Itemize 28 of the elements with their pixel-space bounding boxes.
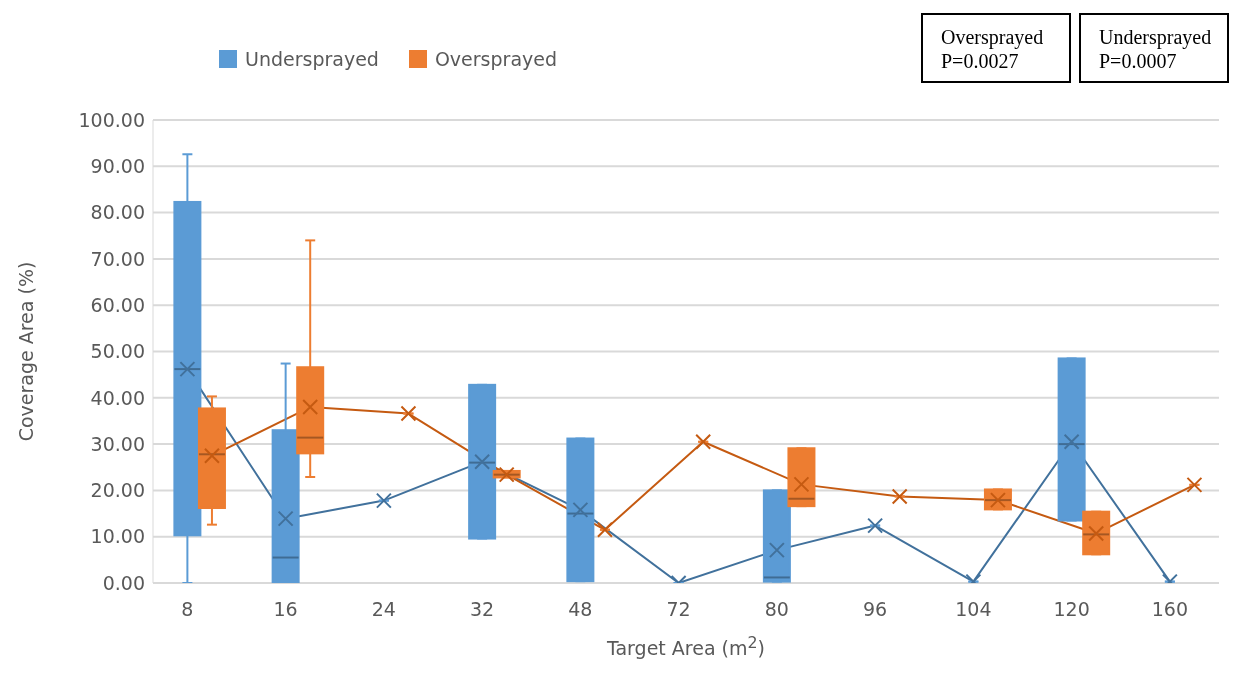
y-tick-label: 50.00 — [90, 340, 145, 363]
y-tick-label: 0.00 — [102, 571, 145, 594]
y-tick-label: 60.00 — [90, 293, 145, 316]
x-tick-label: 24 — [371, 598, 396, 621]
y-tick-label: 20.00 — [90, 479, 145, 502]
y-tick-label: 80.00 — [90, 201, 145, 224]
x-axis-title: Target Area (m$^{2}$) — [606, 633, 766, 660]
y-tick-label: 40.00 — [90, 386, 145, 409]
x-tick-label: 96 — [863, 598, 888, 621]
x-tick-label: 32 — [470, 598, 495, 621]
legend-label: Oversprayed — [434, 48, 558, 70]
y-axis-title: Coverage Area (%) — [14, 261, 37, 442]
x-tick-label: 80 — [764, 598, 789, 621]
x-tick-label: 120 — [1053, 598, 1090, 621]
y-tick-label: 10.00 — [90, 525, 145, 548]
y-tick-label: 30.00 — [90, 432, 145, 455]
x-tick-label: 72 — [666, 598, 691, 621]
x-tick-label: 48 — [568, 598, 593, 621]
x-tick-label: 8 — [181, 598, 194, 621]
y-tick-label: 90.00 — [90, 155, 145, 178]
y-tick-label: 70.00 — [90, 247, 145, 270]
x-tick-label: 104 — [955, 598, 992, 621]
text: Undersprayed P=0.0007 — [1079, 13, 1229, 83]
text: Oversprayed P=0.0027 — [921, 13, 1071, 83]
x-tick-label: 160 — [1151, 598, 1189, 621]
x-tick-label: 16 — [273, 598, 298, 621]
y-tick-label: 100.00 — [78, 108, 145, 131]
legend-label: Undersprayed — [244, 48, 379, 70]
